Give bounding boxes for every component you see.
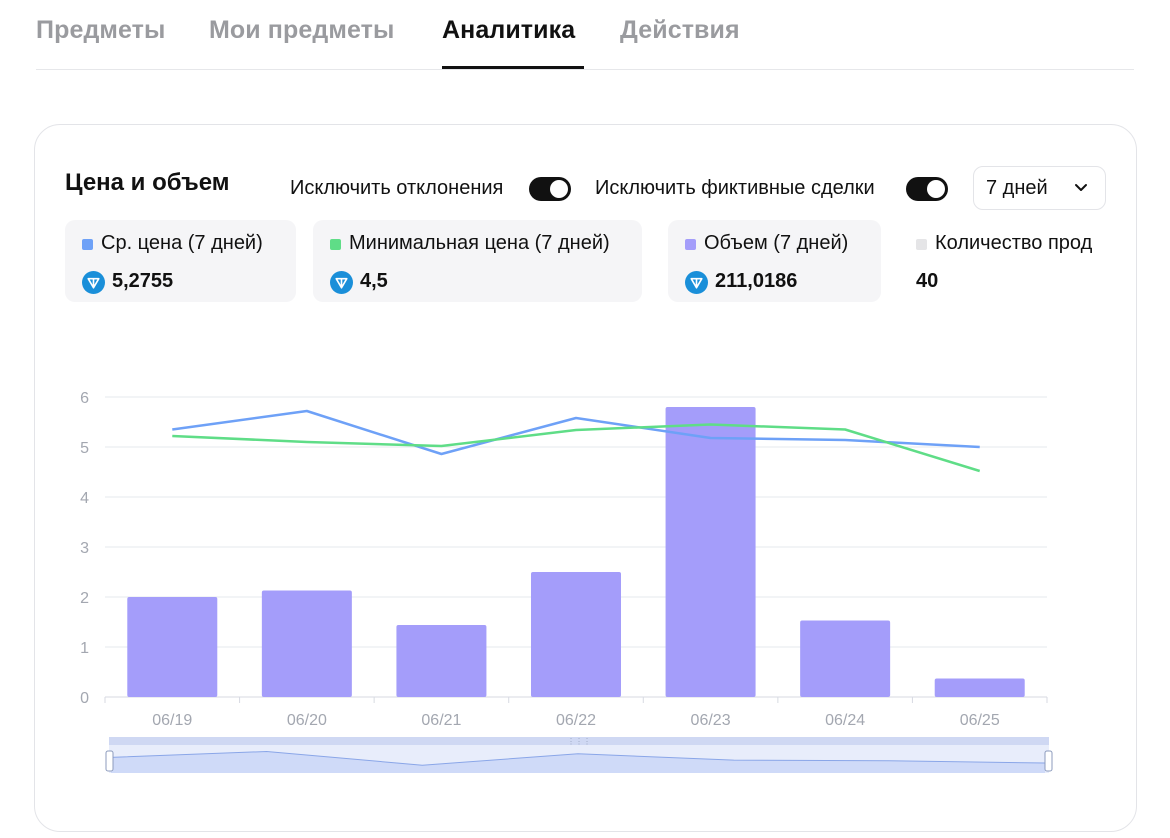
range-slider[interactable]: ⋮⋮⋮ xyxy=(105,737,1053,773)
y-tick-label: 4 xyxy=(80,490,89,507)
stat-label: Количество прод xyxy=(935,232,1093,254)
x-tick-label: 06/21 xyxy=(421,712,461,729)
stat-label: Минимальная цена (7 дней) xyxy=(349,232,610,254)
ton-coin-icon xyxy=(330,271,353,294)
y-tick-label: 6 xyxy=(80,390,89,407)
slider-area xyxy=(111,751,1045,773)
tab-my-items[interactable]: Мои предметы xyxy=(209,16,395,44)
volume-bar xyxy=(934,678,1025,697)
ton-coin-icon xyxy=(82,271,105,294)
chevron-down-icon xyxy=(1075,184,1087,191)
stat-min-price: Минимальная цена (7 дней) 4,5 xyxy=(313,220,642,302)
legend-dot-volume xyxy=(685,239,696,250)
tab-activity[interactable]: Действия xyxy=(620,16,740,44)
avg-price-line xyxy=(172,409,980,456)
toggle-knob xyxy=(550,180,568,198)
x-tick-label: 06/19 xyxy=(152,712,192,729)
volume-bar xyxy=(665,407,756,697)
tab-analytics[interactable]: Аналитика xyxy=(442,16,576,44)
tab-bar: Предметы Мои предметы Аналитика Действия xyxy=(36,0,1134,70)
volume-bar xyxy=(800,620,891,697)
legend-dot-sales-count xyxy=(916,239,927,250)
min-price-line xyxy=(172,423,981,473)
slider-line xyxy=(110,750,1046,766)
x-tick-label: 06/24 xyxy=(825,712,865,729)
stat-label: Ср. цена (7 дней) xyxy=(101,232,263,254)
price-volume-card: Цена и объем Исключить отклонения Исключ… xyxy=(34,124,1137,832)
volume-bar xyxy=(127,597,218,697)
stat-volume: Объем (7 дней) 211,0186 xyxy=(668,220,881,302)
stat-sales-count: Количество прод 40 xyxy=(899,220,1136,302)
tab-items[interactable]: Предметы xyxy=(36,16,166,44)
y-tick-label: 3 xyxy=(80,540,89,557)
slider-grip-icon: ⋮⋮⋮ xyxy=(567,737,591,746)
stat-value: 211,0186 xyxy=(715,270,798,292)
exclude-fake-trades-toggle[interactable] xyxy=(906,177,948,201)
stat-label: Объем (7 дней) xyxy=(704,232,849,254)
x-tick-label: 06/23 xyxy=(691,712,731,729)
stat-value: 40 xyxy=(916,270,939,292)
y-tick-label: 0 xyxy=(80,690,89,707)
x-tick-label: 06/25 xyxy=(960,712,1000,729)
exclude-fake-trades-label: Исключить фиктивные сделки xyxy=(595,177,875,199)
ton-coin-icon xyxy=(685,271,708,294)
period-value: 7 дней xyxy=(986,177,1048,199)
exclude-outliers-label: Исключить отклонения xyxy=(290,177,504,199)
price-volume-chart: 0 1 2 3 4 5 6 06/19 06/20 06/21 06/22 06/23 06/24 06/… xyxy=(80,390,1053,773)
card-title: Цена и объем xyxy=(65,169,230,196)
volume-bar xyxy=(261,590,352,697)
stat-value: 5,2755 xyxy=(112,270,174,292)
legend-dot-avg-price xyxy=(82,239,93,250)
slider-handle-left xyxy=(105,750,114,772)
stat-avg-price: Ср. цена (7 дней) 5,2755 xyxy=(65,220,296,302)
active-tab-indicator xyxy=(442,66,584,69)
volume-bar xyxy=(396,625,487,697)
stat-value: 4,5 xyxy=(360,270,388,292)
y-tick-label: 2 xyxy=(80,590,89,607)
legend-dot-min-price xyxy=(330,239,341,250)
x-tick-label: 06/20 xyxy=(287,712,327,729)
volume-bar xyxy=(531,572,621,697)
toggle-knob xyxy=(927,180,945,198)
y-tick-label: 5 xyxy=(80,440,89,457)
y-tick-label: 1 xyxy=(80,640,89,657)
period-select[interactable]: 7 дней xyxy=(973,166,1106,210)
slider-handle-right xyxy=(1044,750,1053,772)
x-tick-label: 06/22 xyxy=(556,712,596,729)
slider-top-bar xyxy=(109,737,1049,745)
exclude-outliers-toggle[interactable] xyxy=(529,177,571,201)
